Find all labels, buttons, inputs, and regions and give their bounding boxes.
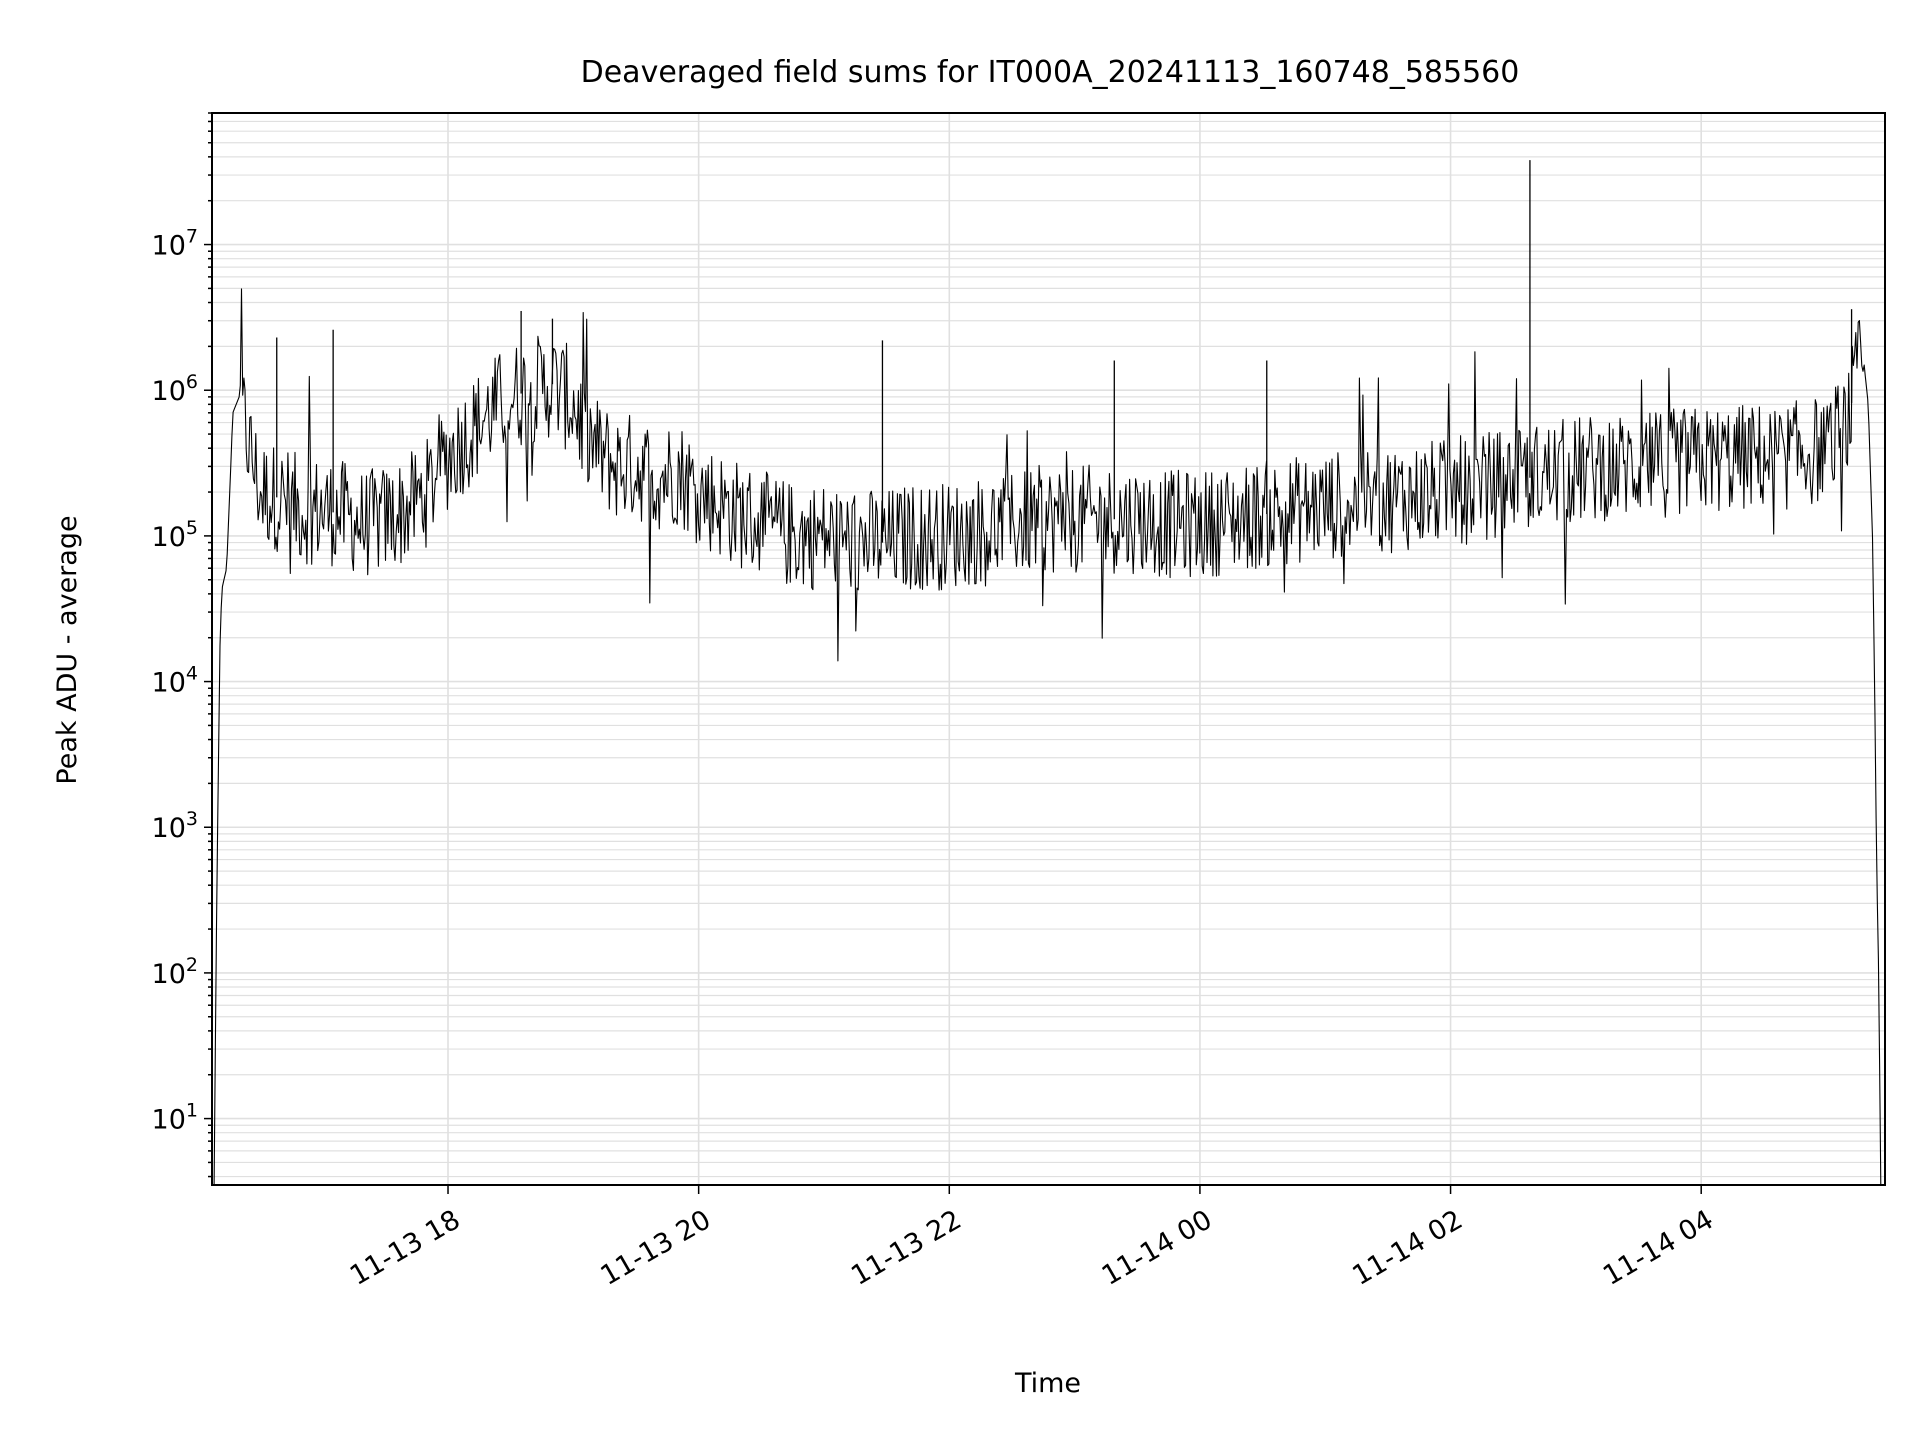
- x-tick-label: 11-14 02: [1347, 1204, 1468, 1292]
- y-tick-label: 102: [152, 954, 198, 990]
- y-tick-label: 103: [152, 808, 198, 844]
- y-tick-label: 104: [152, 663, 198, 699]
- x-axis-label: Time: [1014, 1368, 1081, 1399]
- y-tick-label: 101: [152, 1100, 198, 1136]
- x-tick-label: 11-13 18: [345, 1204, 466, 1292]
- series-line: [213, 288, 1882, 1186]
- x-tick-label: 11-13 22: [846, 1204, 967, 1292]
- minor-grid: [212, 112, 1885, 1178]
- chart-title: Deaveraged field sums for IT000A_2024111…: [581, 55, 1520, 90]
- major-grid: [212, 113, 1885, 1185]
- plot-frame: [211, 112, 1886, 1186]
- x-tick-label: 11-14 00: [1097, 1204, 1218, 1292]
- x-axis: 11-13 18 11-13 20 11-13 22 11-14 00 11-14 02…: [345, 1185, 1719, 1292]
- y-tick-label: 105: [152, 517, 198, 553]
- y-tick-label: 106: [152, 371, 198, 407]
- x-tick-label: 11-14 04: [1598, 1204, 1719, 1292]
- y-axis-label: Peak ADU - average: [52, 515, 83, 784]
- y-axis: 101 102 103 104 105 106 107: [152, 112, 212, 1178]
- y-tick-label: 107: [152, 226, 198, 262]
- plot-area: [213, 160, 1882, 1186]
- x-tick-label: 11-13 20: [596, 1204, 717, 1292]
